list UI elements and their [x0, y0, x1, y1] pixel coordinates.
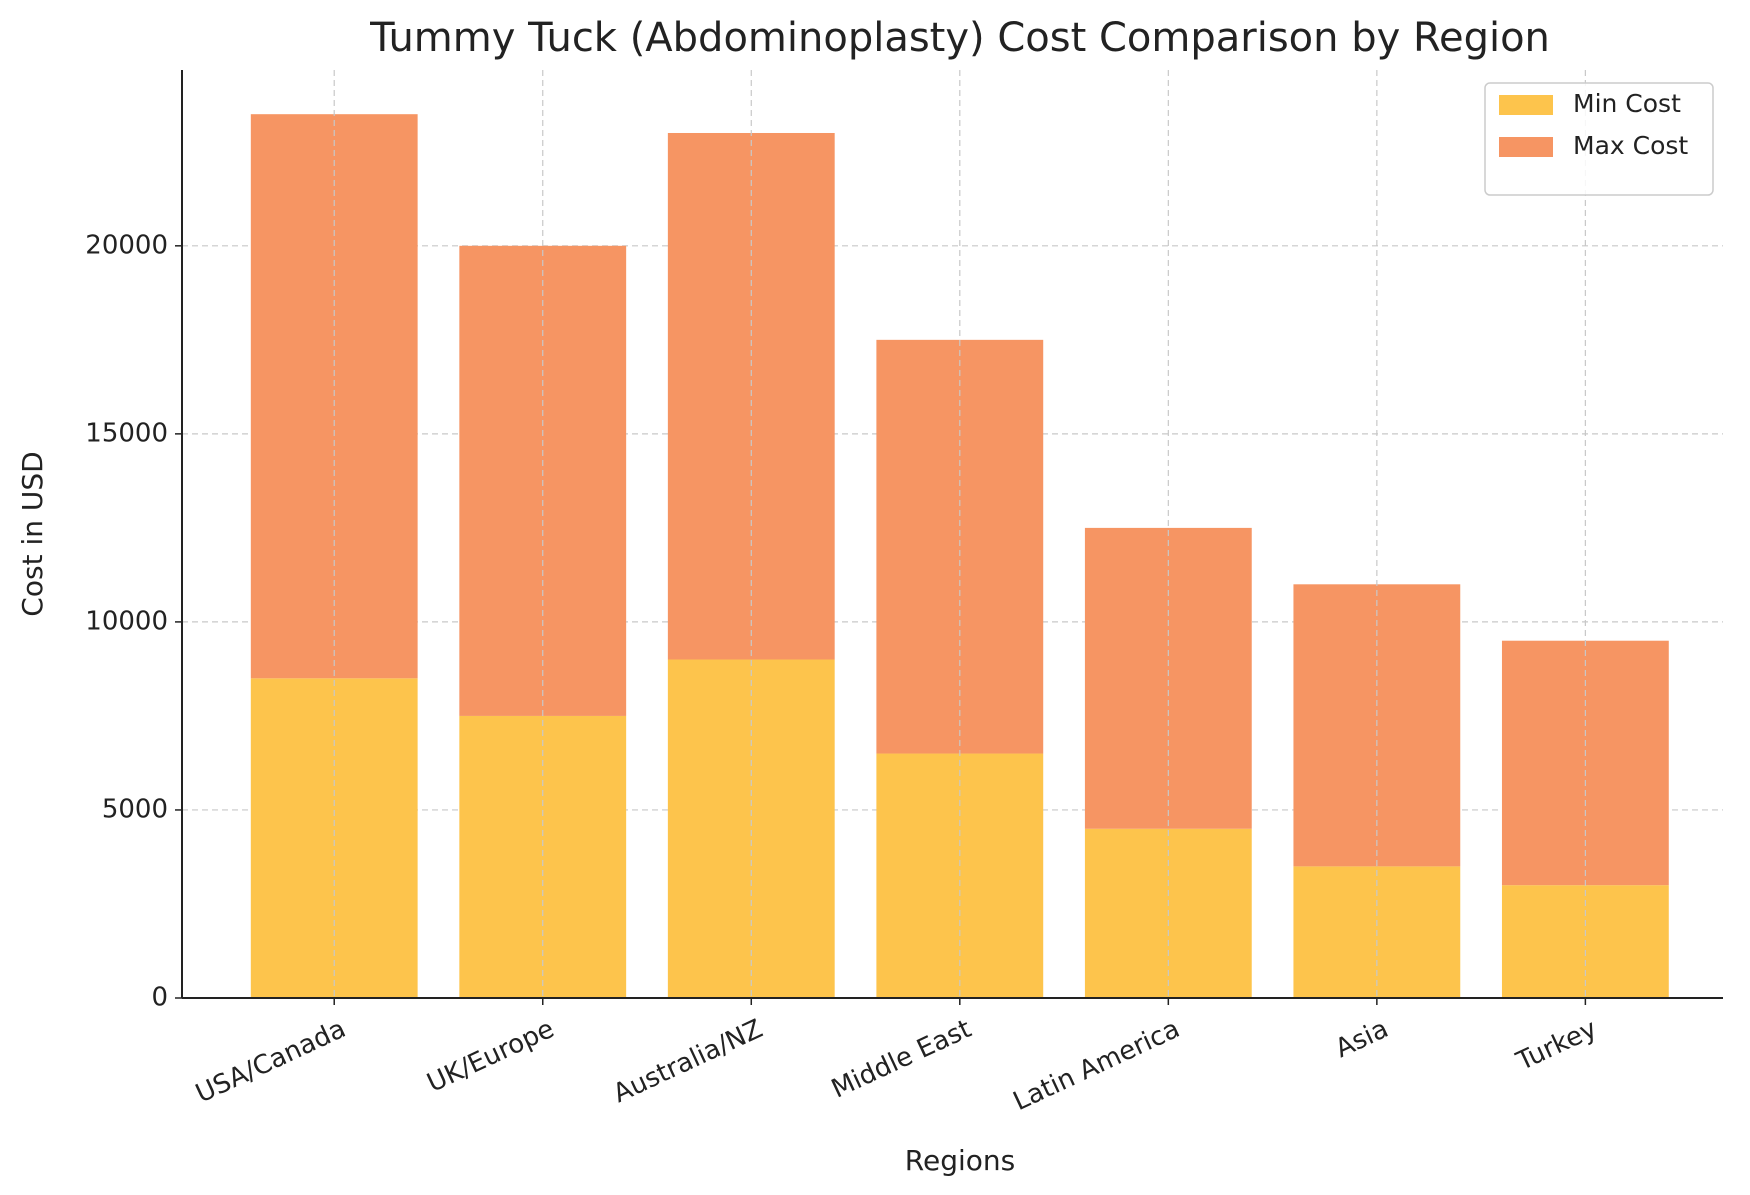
bar: [1084, 527, 1252, 829]
y-tick-label: 0: [151, 983, 168, 1013]
y-tick-label: 5000: [102, 794, 168, 824]
chart-title: Tummy Tuck (Abdominoplasty) Cost Compari…: [369, 15, 1550, 61]
y-tick-label: 15000: [85, 418, 168, 448]
legend-label: Max Cost: [1573, 131, 1688, 160]
legend-label: Min Cost: [1573, 89, 1681, 118]
y-tick-label: 10000: [85, 606, 168, 636]
y-tick-label: 20000: [85, 230, 168, 260]
legend-swatch: [1499, 137, 1553, 157]
legend-swatch: [1499, 95, 1553, 115]
x-axis-label: Regions: [905, 1144, 1015, 1177]
y-axis-label: Cost in USD: [16, 451, 49, 616]
